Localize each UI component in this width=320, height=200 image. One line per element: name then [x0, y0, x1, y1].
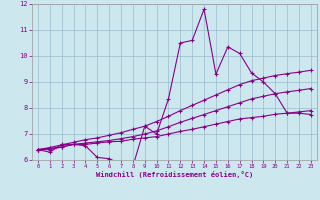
X-axis label: Windchill (Refroidissement éolien,°C): Windchill (Refroidissement éolien,°C) — [96, 171, 253, 178]
